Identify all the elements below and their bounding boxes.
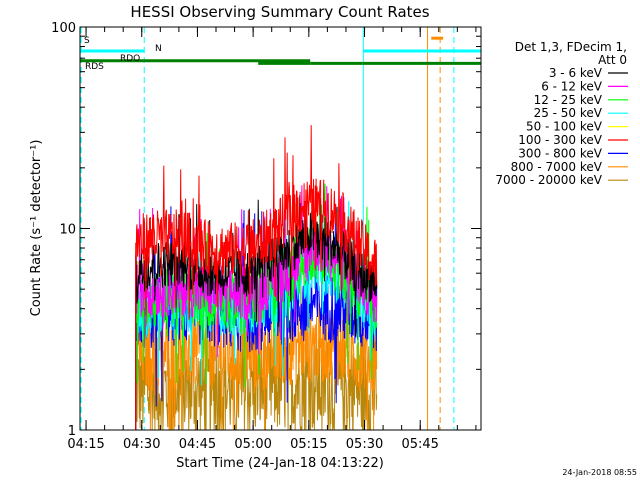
legend-label-7: 800 - 7000 keV	[511, 160, 603, 174]
y-tick-label-0: 1	[68, 424, 76, 439]
legend-label-2: 12 - 25 keV	[534, 93, 603, 107]
y-axis-ticks: 1 10 100	[51, 21, 481, 439]
legend-label-8: 7000 - 20000 keV	[495, 173, 602, 187]
flag-label-s: S	[84, 36, 90, 46]
x-tick-label-5: 05:30	[346, 437, 383, 452]
legend-label-4: 50 - 100 keV	[526, 120, 603, 134]
legend-label-3: 25 - 50 keV	[534, 106, 603, 120]
y-axis-label: Count Rate (s⁻¹ detector⁻¹)	[29, 140, 44, 317]
y-tick-label-1: 10	[59, 223, 76, 238]
series-line-100-300-kev	[135, 125, 378, 430]
x-axis-ticks: 04:15 04:30 04:45 05:00 05:15 05:30 05:45	[67, 27, 477, 452]
legend-label-0: 3 - 6 keV	[549, 66, 603, 80]
flag-label-rdo: RDO	[120, 54, 140, 64]
legend-label-1: 6 - 12 keV	[541, 79, 603, 93]
y-tick-label-2: 100	[51, 21, 76, 36]
flag-label-n: N	[155, 44, 162, 54]
x-tick-label-4: 05:15	[290, 437, 327, 452]
legend-label-5: 100 - 300 keV	[518, 133, 602, 147]
flag-bars: S N RDO RDS	[80, 36, 481, 72]
series-line-300-800-kev	[135, 206, 378, 430]
x-tick-label-6: 05:45	[401, 437, 438, 452]
series-group	[135, 125, 378, 431]
legend-label-6: 300 - 800 keV	[518, 146, 602, 160]
chart-title: HESSI Observing Summary Count Rates	[130, 3, 429, 21]
x-tick-label-3: 05:00	[234, 437, 271, 452]
legend-header-line-2: Att 0	[598, 53, 627, 67]
footer-date: 24-Jan-2018 08:55	[562, 468, 637, 477]
flag-label-rds: RDS	[85, 62, 104, 72]
x-axis-label: Start Time (24-Jan-18 04:13:22)	[176, 456, 384, 471]
x-tick-label-2: 04:45	[179, 437, 216, 452]
x-tick-label-0: 04:15	[67, 437, 104, 452]
x-tick-label-1: 04:30	[123, 437, 160, 452]
legend-header-line-1: Det 1,3, FDecim 1,	[515, 40, 627, 54]
